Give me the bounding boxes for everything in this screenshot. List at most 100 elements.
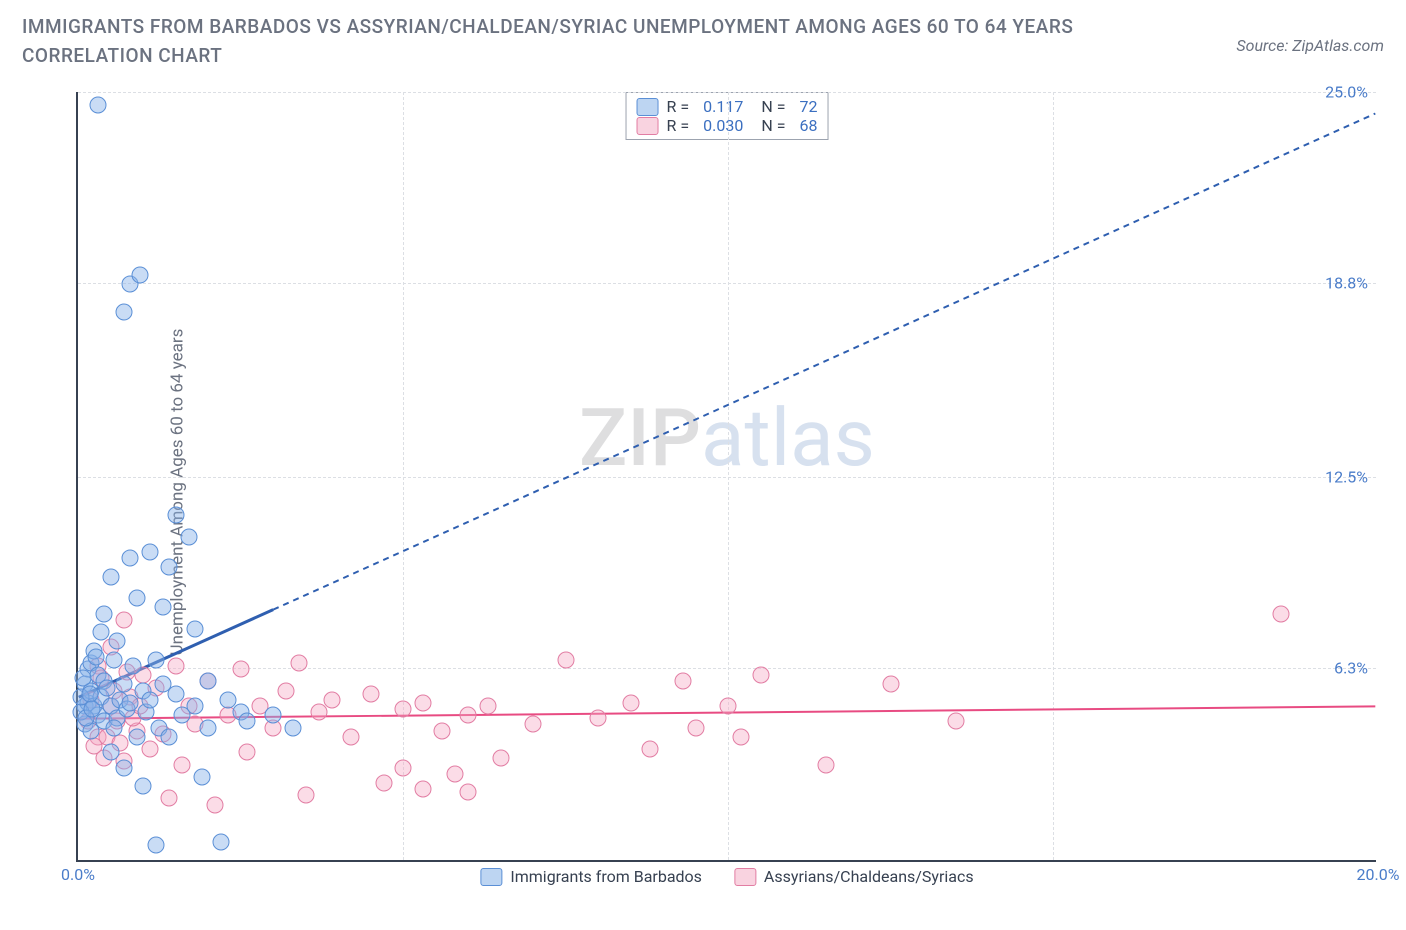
point-assyrian — [310, 704, 327, 721]
legend-swatch-blue — [637, 98, 659, 116]
point-assyrian — [232, 661, 249, 678]
point-assyrian — [323, 691, 340, 708]
point-assyrian — [414, 694, 431, 711]
point-assyrian — [161, 790, 178, 807]
point-barbados — [105, 719, 122, 736]
point-barbados — [131, 266, 148, 283]
point-assyrian — [239, 744, 256, 761]
legend-row-pink: R = 0.030 N = 68 — [637, 116, 818, 135]
point-barbados — [154, 599, 171, 616]
point-barbados — [284, 719, 301, 736]
point-assyrian — [141, 741, 158, 758]
point-barbados — [115, 676, 132, 693]
x-tick-label: 20.0% — [1357, 865, 1400, 884]
point-barbados — [122, 694, 139, 711]
point-assyrian — [720, 698, 737, 715]
gridline-v — [403, 92, 404, 860]
point-assyrian — [291, 654, 308, 671]
gridline-h — [78, 92, 1376, 93]
point-barbados — [161, 559, 178, 576]
point-barbados — [109, 633, 126, 650]
chart-title: IMMIGRANTS FROM BARBADOS VS ASSYRIAN/CHA… — [22, 12, 1142, 71]
point-barbados — [200, 673, 217, 690]
point-assyrian — [733, 728, 750, 745]
x-tick-label: 0.0% — [61, 865, 95, 884]
point-barbados — [115, 759, 132, 776]
point-barbados — [88, 648, 105, 665]
plot-wrapper: Unemployment Among Ages 60 to 64 years Z… — [22, 92, 1384, 892]
point-assyrian — [687, 719, 704, 736]
point-barbados — [148, 836, 165, 853]
point-assyrian — [167, 657, 184, 674]
bottom-legend-item-blue: Immigrants from Barbados — [480, 867, 702, 886]
y-tick-label: 25.0% — [1325, 83, 1368, 102]
point-barbados — [180, 528, 197, 545]
point-barbados — [167, 685, 184, 702]
point-barbados — [167, 507, 184, 524]
point-barbados — [200, 719, 217, 736]
plot-area: ZIPatlas R = 0.117 N = 72 R = 0.030 N = … — [76, 92, 1376, 862]
point-assyrian — [460, 707, 477, 724]
gridline-h — [78, 668, 1376, 669]
point-barbados — [102, 744, 119, 761]
point-barbados — [141, 544, 158, 561]
point-assyrian — [947, 713, 964, 730]
gridline-h — [78, 283, 1376, 284]
point-barbados — [187, 698, 204, 715]
point-barbados — [89, 97, 106, 114]
source-attribution: Source: ZipAtlas.com — [1236, 36, 1384, 55]
point-assyrian — [460, 784, 477, 801]
point-assyrian — [414, 781, 431, 798]
gridline-h — [78, 477, 1376, 478]
point-barbados — [193, 768, 210, 785]
point-assyrian — [434, 722, 451, 739]
point-barbados — [84, 701, 101, 718]
point-assyrian — [278, 682, 295, 699]
point-barbados — [99, 679, 116, 696]
point-barbados — [128, 590, 145, 607]
point-assyrian — [752, 667, 769, 684]
point-assyrian — [362, 685, 379, 702]
point-assyrian — [174, 756, 191, 773]
point-assyrian — [206, 796, 223, 813]
legend-row-blue: R = 0.117 N = 72 — [637, 97, 818, 116]
trend-lines — [78, 92, 1376, 860]
point-barbados — [115, 303, 132, 320]
point-barbados — [92, 624, 109, 641]
y-tick-label: 18.8% — [1325, 273, 1368, 292]
point-barbados — [81, 685, 98, 702]
point-assyrian — [115, 611, 132, 628]
y-tick-label: 12.5% — [1325, 468, 1368, 487]
point-assyrian — [297, 787, 314, 804]
y-tick-label: 6.3% — [1334, 658, 1368, 677]
point-assyrian — [882, 676, 899, 693]
point-assyrian — [674, 673, 691, 690]
legend-swatch-pink — [637, 117, 659, 135]
point-assyrian — [622, 694, 639, 711]
watermark: ZIPatlas — [579, 391, 875, 485]
point-assyrian — [343, 728, 360, 745]
legend-swatch-blue — [480, 868, 502, 886]
point-assyrian — [525, 716, 542, 733]
point-barbados — [125, 657, 142, 674]
point-barbados — [187, 621, 204, 638]
point-assyrian — [557, 651, 574, 668]
legend-swatch-pink — [734, 868, 756, 886]
point-barbados — [141, 691, 158, 708]
point-barbados — [265, 707, 282, 724]
point-assyrian — [1272, 605, 1289, 622]
point-assyrian — [479, 698, 496, 715]
point-assyrian — [817, 756, 834, 773]
point-barbados — [161, 728, 178, 745]
point-barbados — [122, 550, 139, 567]
point-assyrian — [395, 701, 412, 718]
point-assyrian — [447, 765, 464, 782]
point-barbados — [239, 713, 256, 730]
point-barbados — [96, 605, 113, 622]
point-assyrian — [375, 775, 392, 792]
point-barbados — [105, 651, 122, 668]
gridline-v — [728, 92, 729, 860]
bottom-legend-item-pink: Assyrians/Chaldeans/Syriacs — [734, 867, 974, 886]
bottom-legend: Immigrants from Barbados Assyrians/Chald… — [480, 867, 973, 886]
point-assyrian — [395, 759, 412, 776]
